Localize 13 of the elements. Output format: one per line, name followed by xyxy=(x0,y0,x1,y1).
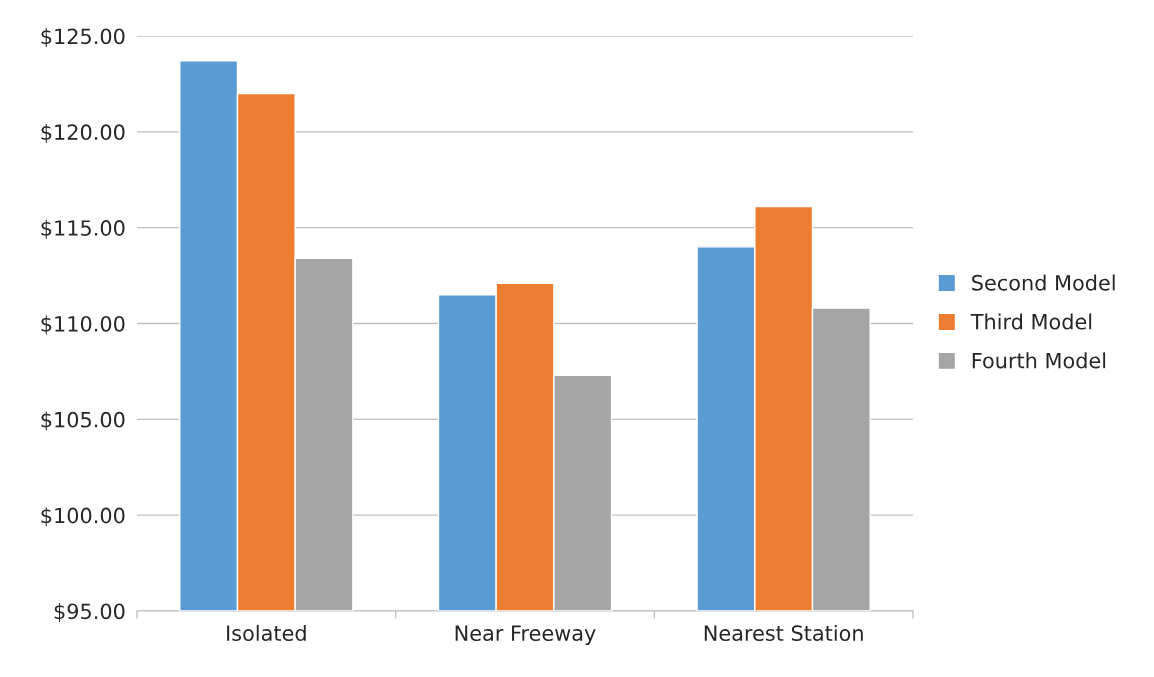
legend-label: Second Model xyxy=(972,274,1115,291)
y-tick-label: $125.00 xyxy=(41,28,125,47)
x-tick-label: Near Freeway xyxy=(455,625,596,646)
y-tick-label: $95.00 xyxy=(54,603,125,622)
y-tick-label: $100.00 xyxy=(41,507,125,527)
y-tick-label: $115.00 xyxy=(41,219,125,239)
y-tick-label: $105.00 xyxy=(41,411,125,431)
y-tick-label: $110.00 xyxy=(41,315,125,335)
y-tick-label: $120.00 xyxy=(41,123,125,143)
x-tick-label: Nearest Station xyxy=(704,624,863,642)
legend-label: Fourth Model xyxy=(972,352,1106,369)
x-tick-label: Isolated xyxy=(227,624,306,642)
legend-label: Third Model xyxy=(970,313,1092,330)
